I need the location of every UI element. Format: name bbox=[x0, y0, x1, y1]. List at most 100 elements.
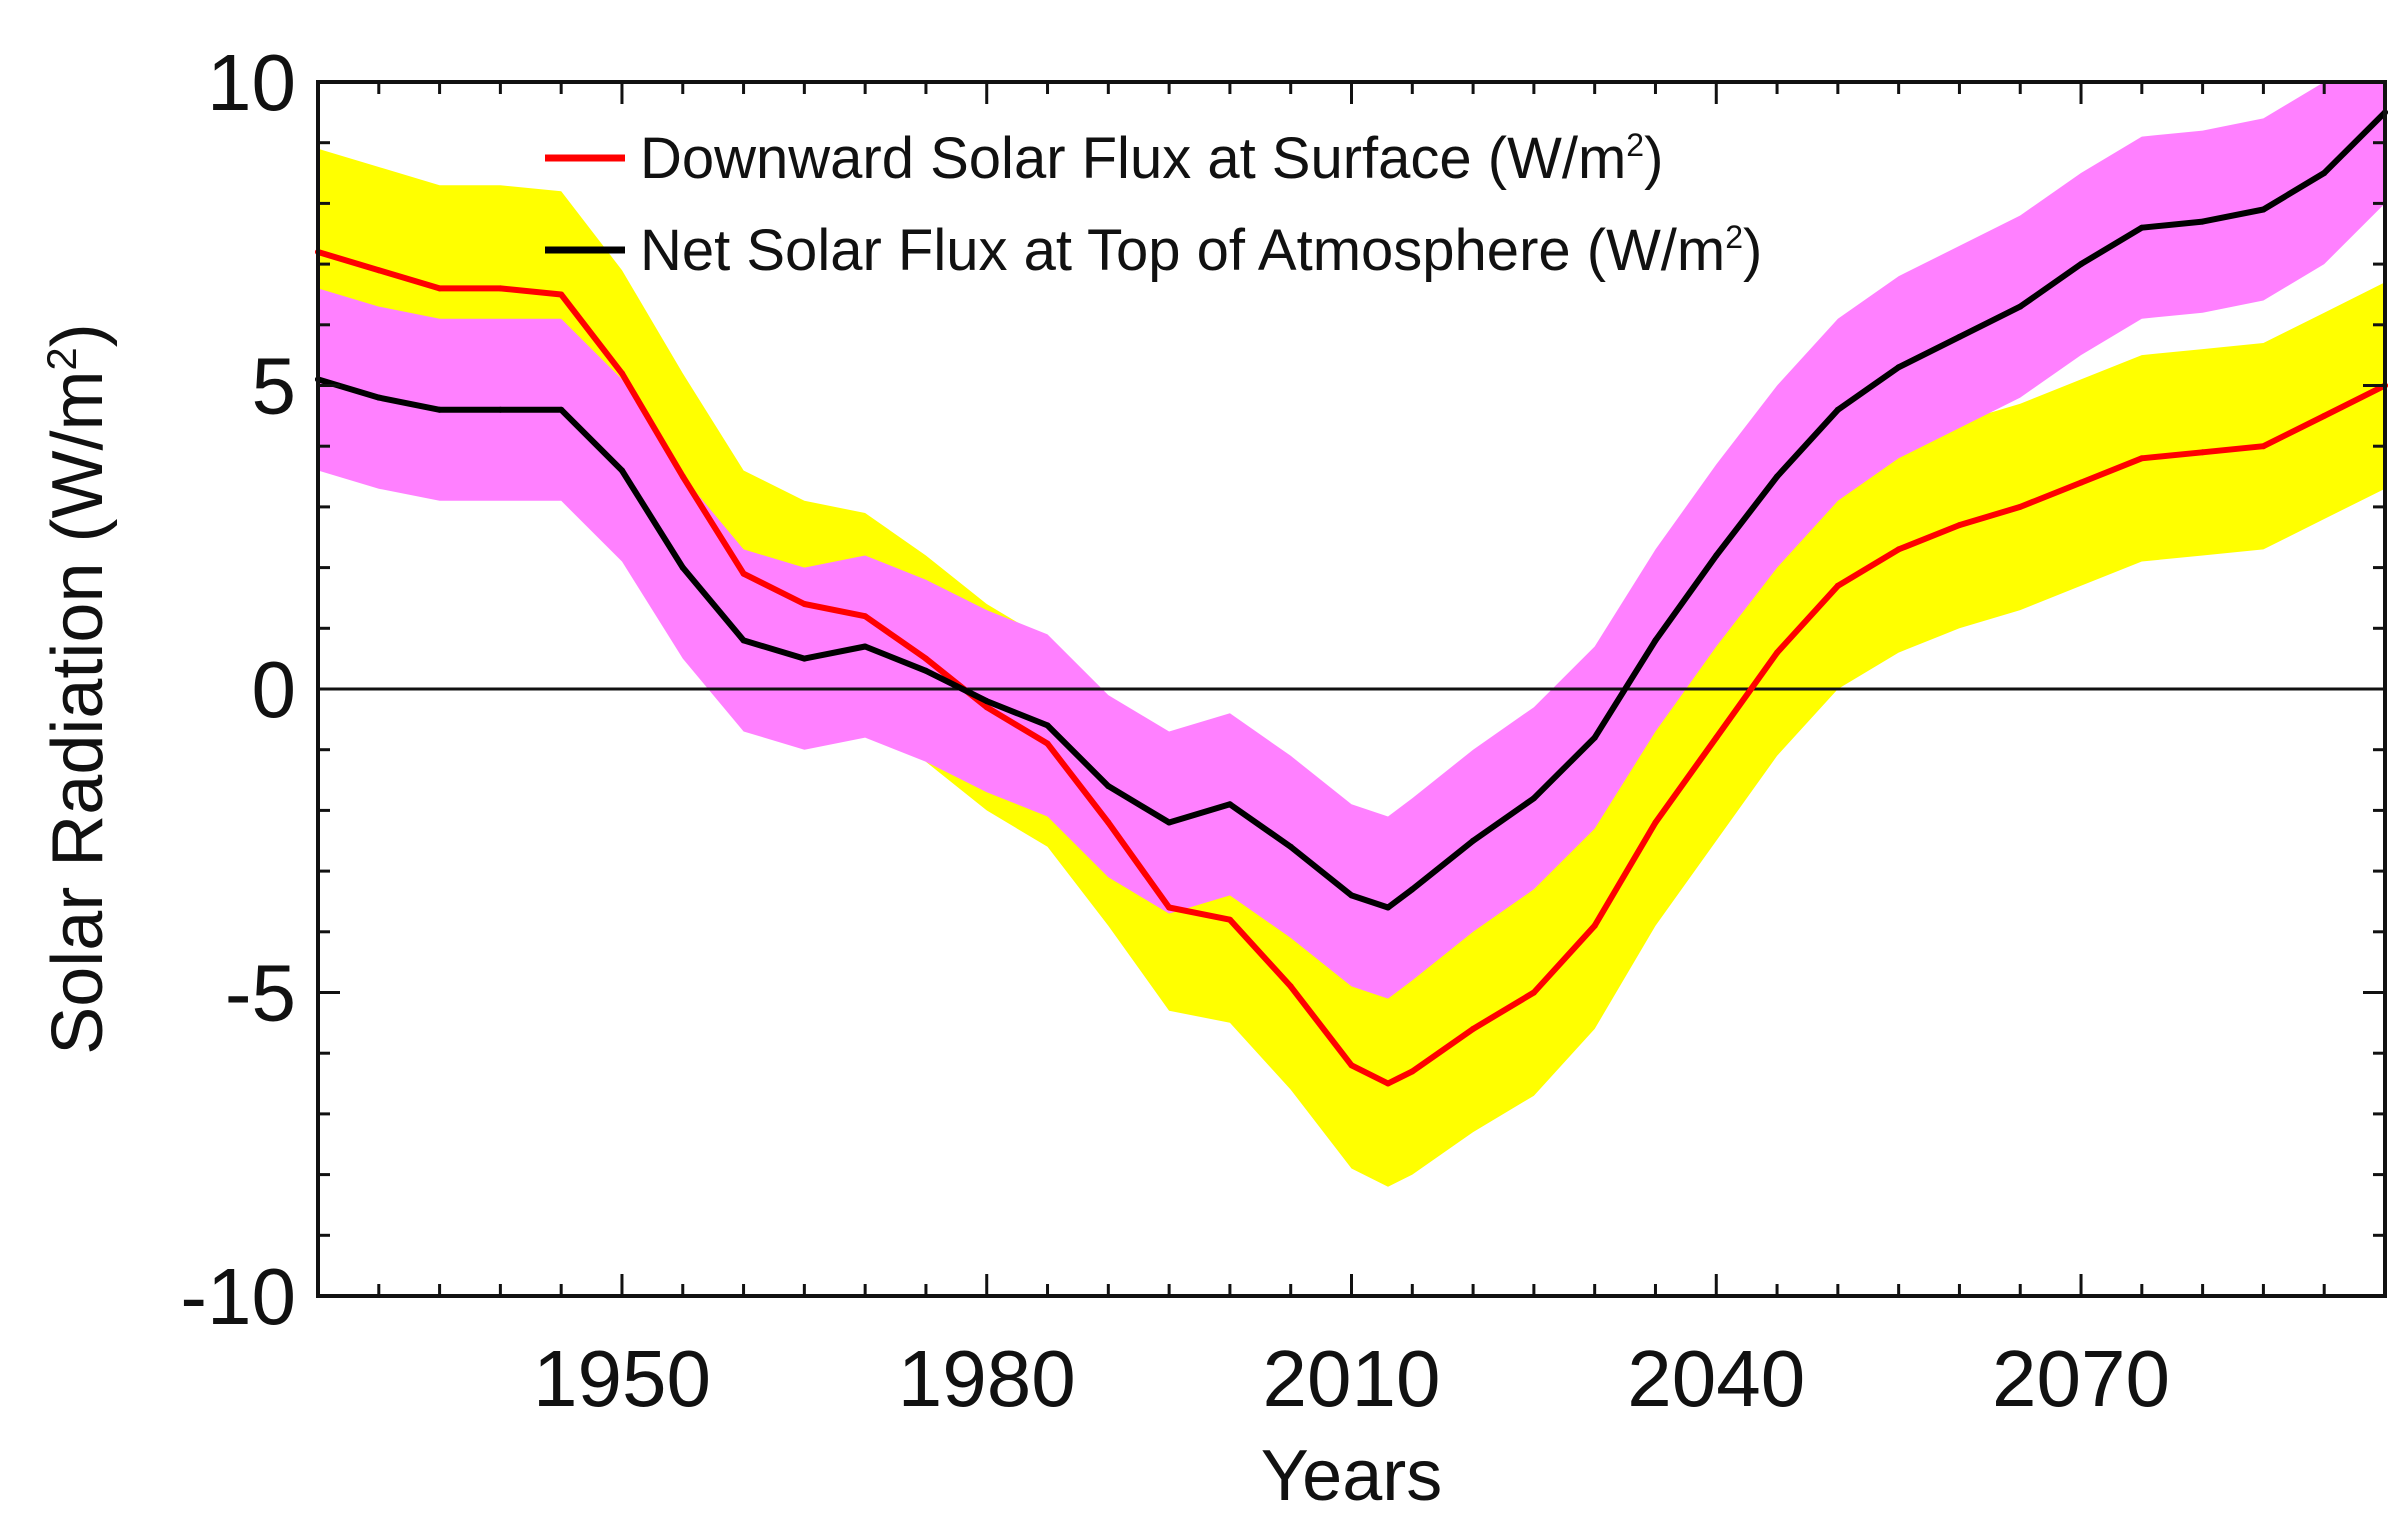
y-axis-label: Solar Radiation (W/m2) bbox=[38, 323, 118, 1055]
data-point-0-27 bbox=[1895, 546, 1902, 553]
data-point-0-17 bbox=[1348, 1062, 1355, 1069]
data-point-1-20 bbox=[1470, 837, 1477, 844]
data-point-0-18 bbox=[1385, 1080, 1391, 1087]
axis-ticks bbox=[318, 80, 2387, 1298]
uncertainty-band-1 bbox=[318, 82, 2385, 999]
data-point-1-26 bbox=[1834, 406, 1841, 413]
data-point-0-14 bbox=[1166, 904, 1173, 911]
data-point-1-6 bbox=[679, 564, 686, 571]
data-point-1-7 bbox=[740, 637, 747, 644]
data-point-0-31 bbox=[2138, 455, 2145, 462]
tick-labels: 10 5 0 -5 -10 1950 1980 2010 2040 2070 bbox=[180, 38, 2170, 1423]
data-point-1-14 bbox=[1166, 819, 1173, 826]
data-point-0-30 bbox=[2078, 479, 2084, 486]
data-point-1-33 bbox=[2260, 206, 2267, 213]
data-point-1-11 bbox=[983, 698, 990, 705]
data-point-1-23 bbox=[1652, 637, 1659, 644]
data-point-1-34 bbox=[2321, 170, 2328, 176]
x-tick-label: 1980 bbox=[898, 1334, 1076, 1423]
data-point-1-10 bbox=[922, 667, 929, 674]
y-tick-label: 0 bbox=[252, 645, 297, 734]
data-point-0-12 bbox=[1044, 740, 1051, 747]
data-point-1-15 bbox=[1226, 801, 1233, 808]
series-line-0 bbox=[315, 249, 2388, 1087]
data-point-1-32 bbox=[2199, 218, 2206, 225]
series-line-1 bbox=[315, 109, 2388, 911]
data-point-0-26 bbox=[1834, 582, 1841, 589]
data-point-1-25 bbox=[1774, 473, 1781, 480]
y-tick-label: 10 bbox=[207, 38, 296, 127]
legend-entry-net: Net Solar Flux at Top of Atmosphere (W/m… bbox=[640, 218, 1762, 283]
legend: Downward Solar Flux at Surface (W/m2) Ne… bbox=[545, 126, 1762, 283]
x-tick-label: 2040 bbox=[1627, 1334, 1805, 1423]
data-point-1-13 bbox=[1105, 783, 1112, 790]
data-point-0-33 bbox=[2260, 443, 2267, 450]
data-point-0-4 bbox=[558, 291, 565, 298]
data-point-0-23 bbox=[1652, 819, 1659, 826]
x-axis-label: Years bbox=[1261, 1436, 1442, 1516]
data-point-0-6 bbox=[679, 473, 686, 480]
data-point-0-32 bbox=[2199, 449, 2206, 456]
data-point-1-12 bbox=[1044, 722, 1051, 729]
data-point-1-31 bbox=[2138, 224, 2145, 231]
data-point-0-2 bbox=[436, 285, 443, 292]
data-point-1-8 bbox=[801, 655, 808, 662]
y-tick-label: -10 bbox=[180, 1252, 296, 1341]
data-point-0-10 bbox=[922, 655, 929, 662]
data-point-0-19 bbox=[1409, 1068, 1416, 1075]
data-point-0-21 bbox=[1530, 989, 1537, 996]
y-axis-label-text: Solar Radiation (W/m bbox=[38, 371, 118, 1055]
data-point-1-3 bbox=[497, 406, 504, 413]
y-tick-label: 5 bbox=[252, 342, 297, 431]
data-point-0-7 bbox=[740, 570, 747, 577]
data-point-0-25 bbox=[1774, 649, 1781, 656]
data-point-1-2 bbox=[436, 406, 443, 413]
legend-entry-net-close: ) bbox=[1743, 218, 1762, 283]
data-point-1-4 bbox=[558, 406, 565, 413]
data-point-0-13 bbox=[1105, 819, 1112, 826]
data-point-0-15 bbox=[1226, 916, 1233, 923]
data-point-1-5 bbox=[619, 467, 625, 474]
data-point-1-17 bbox=[1348, 892, 1355, 899]
data-point-1-22 bbox=[1591, 734, 1598, 741]
legend-entry-net-sup: 2 bbox=[1725, 219, 1743, 255]
data-point-0-3 bbox=[497, 285, 504, 292]
data-point-1-24 bbox=[1713, 552, 1720, 559]
data-point-0-34 bbox=[2321, 412, 2328, 419]
legend-entry-net-text: Net Solar Flux at Top of Atmosphere (W/m bbox=[640, 218, 1725, 283]
data-point-1-19 bbox=[1409, 886, 1416, 893]
data-point-0-9 bbox=[862, 613, 869, 620]
data-point-0-20 bbox=[1470, 1025, 1477, 1032]
y-axis-label-sup: 2 bbox=[38, 347, 85, 370]
data-point-1-27 bbox=[1895, 364, 1902, 371]
y-tick-label: -5 bbox=[225, 949, 296, 1038]
data-point-1-30 bbox=[2078, 261, 2084, 268]
legend-entry-downward: Downward Solar Flux at Surface (W/m2) bbox=[640, 126, 1663, 191]
data-point-1-29 bbox=[2017, 303, 2024, 310]
data-point-1-16 bbox=[1287, 843, 1294, 850]
legend-entry-downward-sup: 2 bbox=[1626, 127, 1644, 163]
data-point-0-29 bbox=[2017, 503, 2024, 510]
data-point-1-18 bbox=[1385, 904, 1391, 911]
data-point-1-1 bbox=[375, 394, 382, 401]
x-tick-label: 2070 bbox=[1992, 1334, 2170, 1423]
data-point-0-5 bbox=[619, 370, 625, 377]
data-point-1-21 bbox=[1530, 795, 1537, 802]
data-point-0-8 bbox=[801, 601, 808, 607]
uncertainty-bands bbox=[318, 82, 2385, 1187]
data-point-0-16 bbox=[1287, 983, 1294, 990]
x-tick-label: 2010 bbox=[1263, 1334, 1441, 1423]
data-point-1-9 bbox=[862, 643, 869, 650]
data-point-0-28 bbox=[1956, 522, 1963, 529]
legend-entry-downward-close: ) bbox=[1644, 126, 1663, 191]
y-axis-label-close: ) bbox=[38, 323, 118, 347]
data-point-0-24 bbox=[1713, 734, 1720, 741]
x-tick-label: 1950 bbox=[533, 1334, 711, 1423]
legend-entry-downward-text: Downward Solar Flux at Surface (W/m bbox=[640, 126, 1626, 191]
data-point-0-11 bbox=[983, 704, 990, 711]
data-point-1-28 bbox=[1956, 333, 1963, 340]
data-point-0-1 bbox=[375, 267, 382, 274]
data-point-0-22 bbox=[1591, 922, 1598, 929]
